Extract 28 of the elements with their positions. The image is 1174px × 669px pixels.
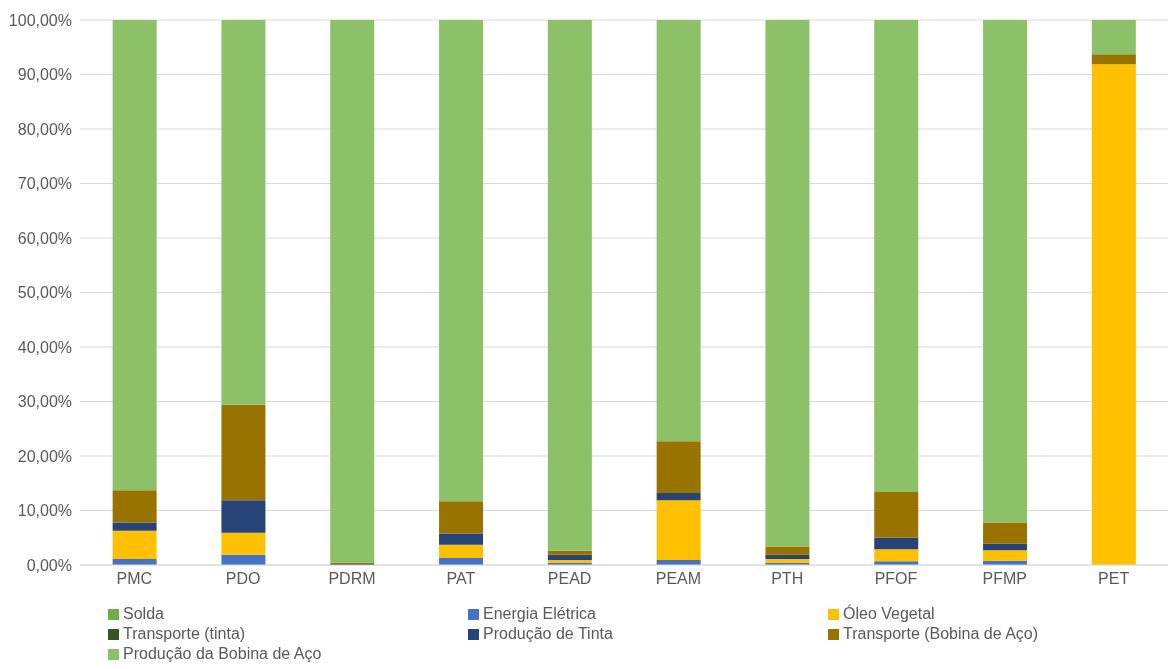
y-tick-label: 60,00% <box>17 229 72 247</box>
x-tick-label: PMC <box>116 570 153 588</box>
y-tick-label: 30,00% <box>17 393 72 411</box>
y-tick-label: 90,00% <box>17 66 72 84</box>
y-tick-label: 80,00% <box>17 120 72 138</box>
legend-label: Energia Elétrica <box>483 605 596 623</box>
legend-label: Produção de Tinta <box>483 625 613 643</box>
x-tick-label: PFMP <box>982 570 1028 588</box>
y-tick-label: 0,00% <box>26 556 72 574</box>
legend-label: Óleo Vegetal <box>843 605 935 623</box>
y-tick-label: 50,00% <box>17 284 72 302</box>
y-tick-label: 20,00% <box>17 447 72 465</box>
x-tick-label: PEAM <box>655 570 702 588</box>
legend-label: Solda <box>123 605 164 623</box>
legend-label: Transporte (Bobina de Aço) <box>843 625 1039 643</box>
x-tick-label: PET <box>1098 570 1130 588</box>
x-tick-label: PDO <box>225 570 261 588</box>
x-tick-label: PDRM <box>328 570 376 588</box>
y-tick-label: 70,00% <box>17 175 72 193</box>
x-tick-label: PFOF <box>874 570 918 588</box>
legend-label: Transporte (tinta) <box>123 625 246 643</box>
y-tick-label: 100,00% <box>8 11 72 29</box>
x-tick-label: PAT <box>446 570 476 588</box>
x-tick-label: PTH <box>771 570 804 588</box>
y-tick-label: 40,00% <box>17 338 72 356</box>
legend-label: Produção da Bobina de Aço <box>123 645 322 663</box>
x-tick-label: PEAD <box>547 570 592 588</box>
y-tick-label: 10,00% <box>17 502 72 520</box>
